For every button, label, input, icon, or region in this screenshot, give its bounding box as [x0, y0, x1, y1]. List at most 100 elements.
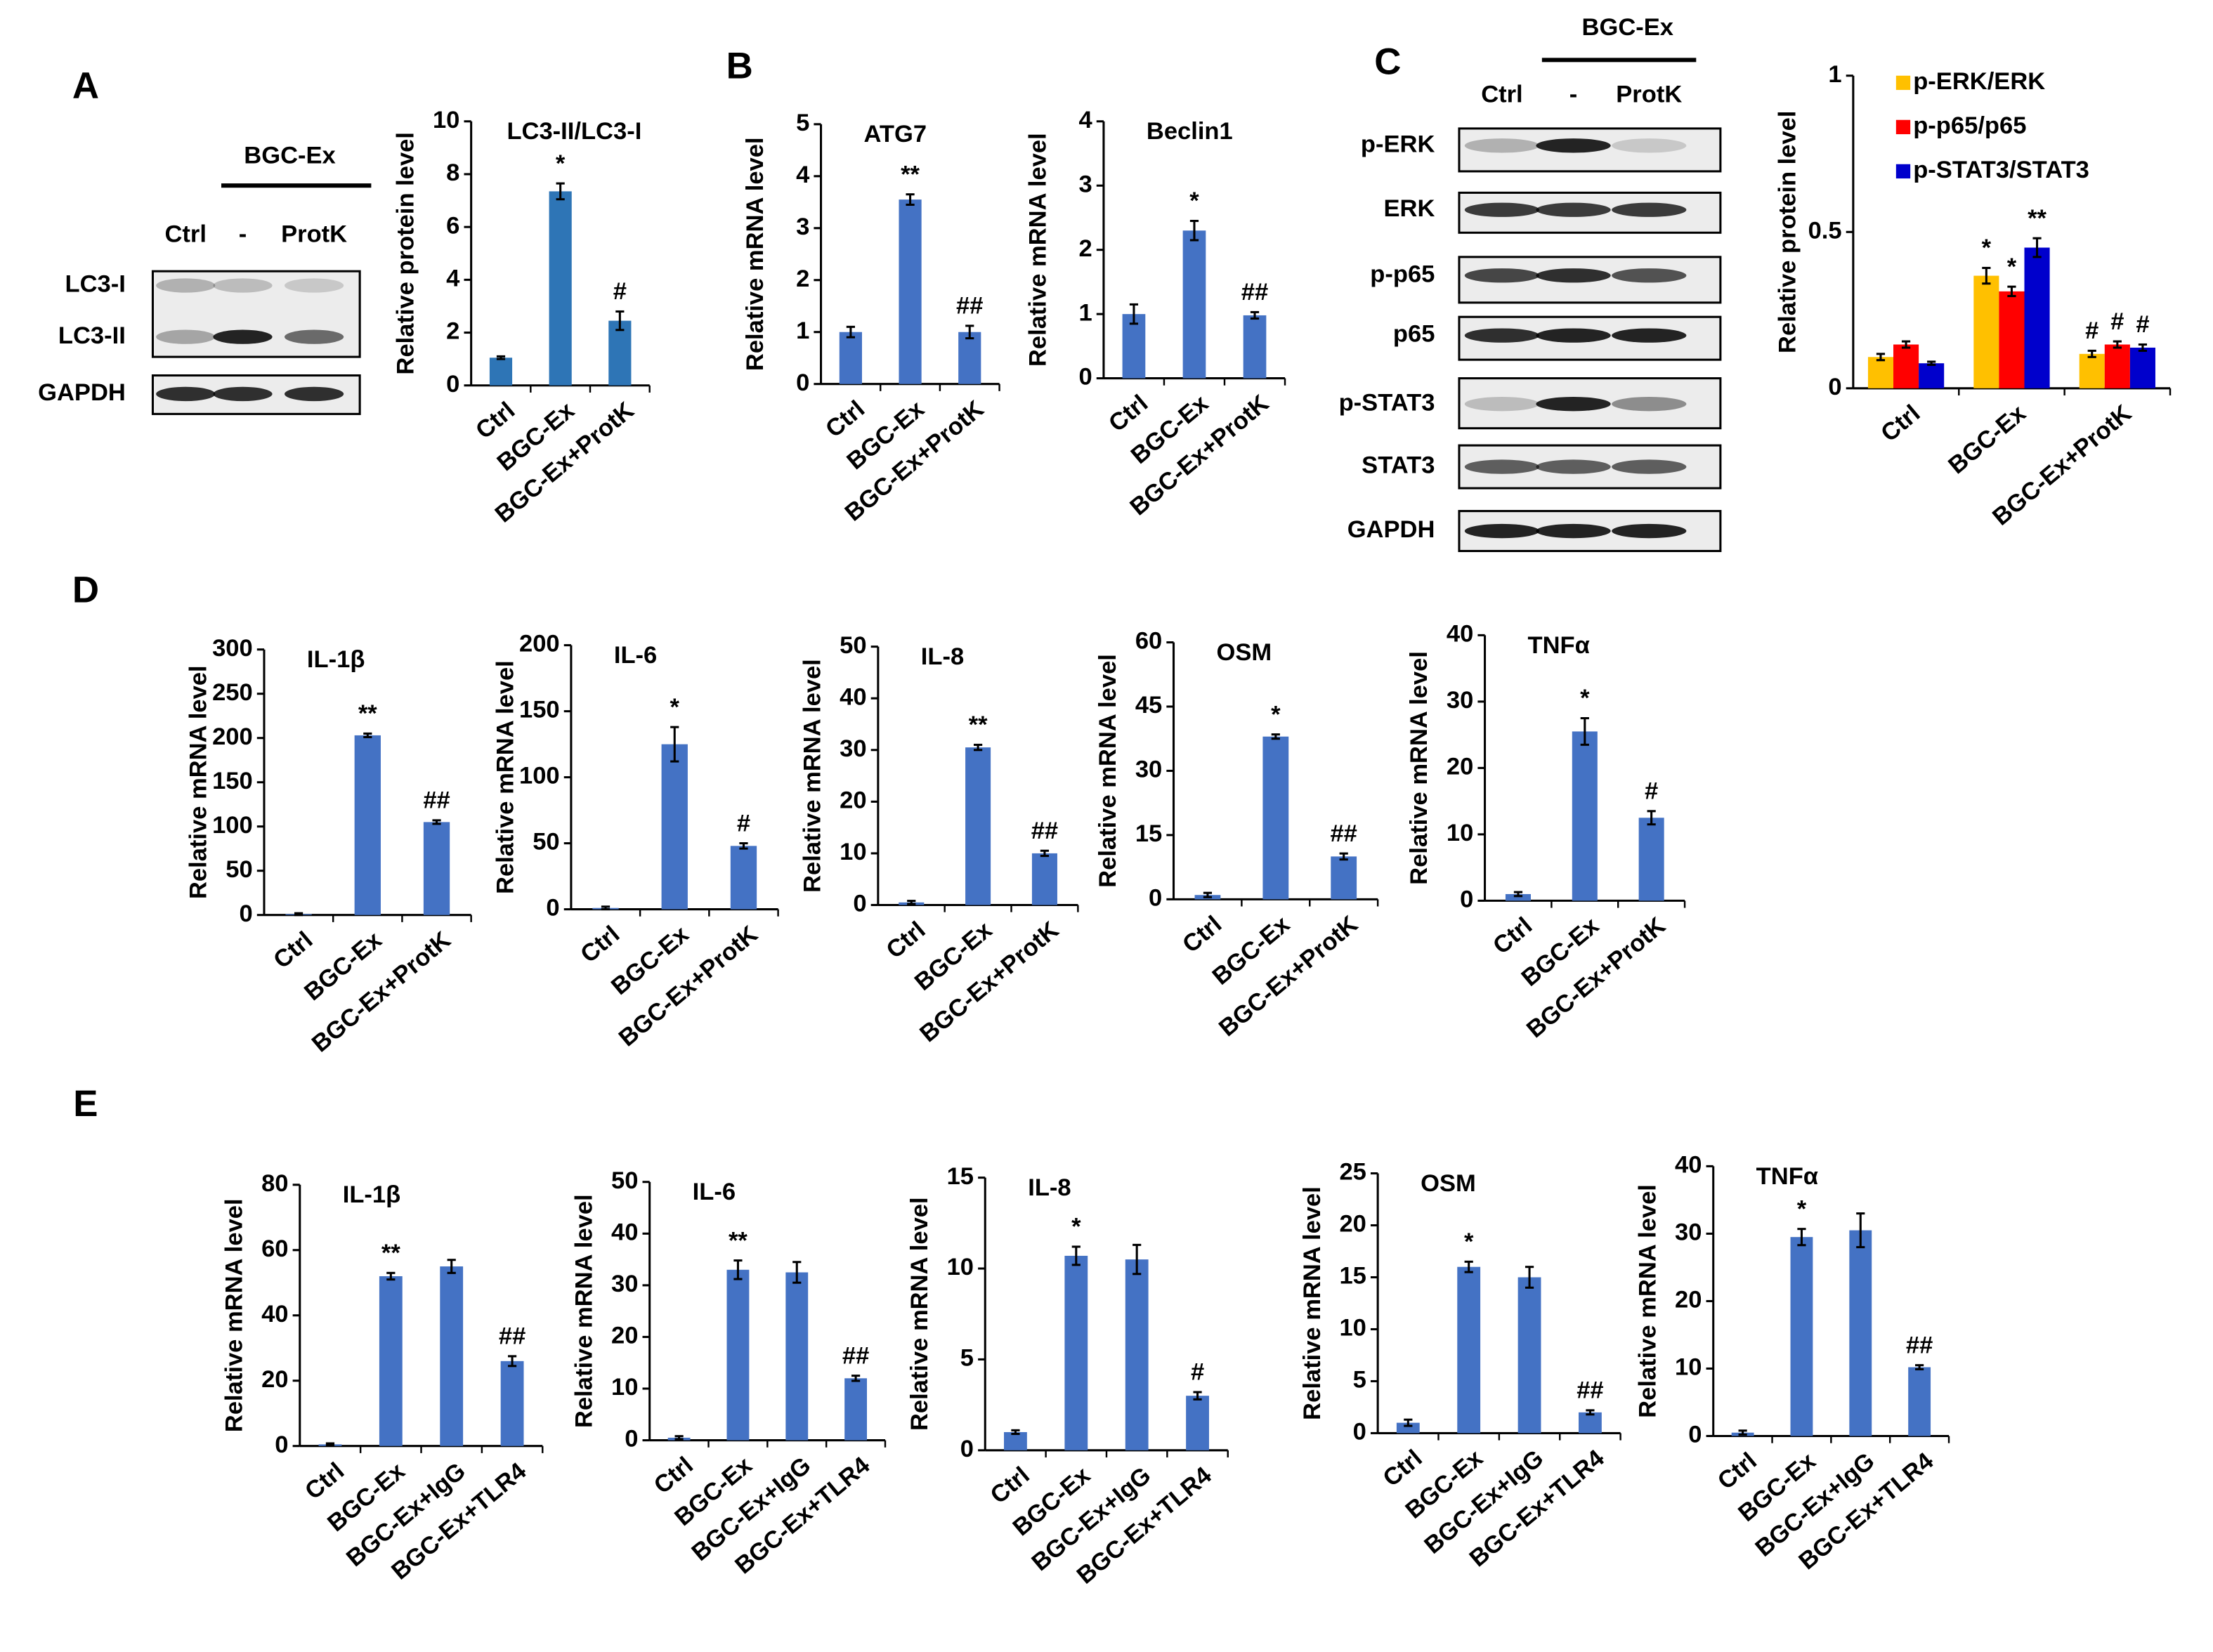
- x-tick-label: Ctrl: [986, 1462, 1035, 1509]
- blot-box: [1458, 444, 1722, 490]
- y-tick-label: 200: [519, 631, 560, 657]
- blot-band: [1464, 459, 1540, 474]
- lane-label: -: [1569, 81, 1578, 107]
- x-tick-label: Ctrl: [882, 917, 931, 964]
- x-tick-label: Ctrl: [300, 1457, 349, 1504]
- y-tick-label: 8: [446, 159, 459, 186]
- error-bar: [1271, 733, 1280, 740]
- error-bar: [1856, 1212, 1865, 1249]
- error-bar: [1797, 1228, 1806, 1247]
- blot-band: [1464, 328, 1540, 343]
- y-axis-label: Relative mRNA level: [742, 137, 769, 371]
- y-tick-label: 20: [611, 1323, 638, 1349]
- error-bar: [1203, 891, 1213, 898]
- significance-label: #: [1191, 1359, 1204, 1386]
- panel-label: C: [1374, 41, 1401, 82]
- bar: [958, 332, 981, 384]
- y-tick-label: 60: [261, 1235, 288, 1262]
- y-tick-label: 2: [796, 266, 809, 292]
- significance-label: *: [1580, 685, 1590, 712]
- error-bar: [601, 905, 611, 911]
- y-tick-label: 200: [212, 723, 253, 750]
- error-bar: [846, 325, 855, 339]
- blot-band: [1536, 459, 1611, 474]
- y-tick-label: 20: [1447, 754, 1473, 780]
- error-bar: [1250, 310, 1260, 320]
- bar: [1031, 853, 1057, 905]
- bar: [1893, 344, 1919, 388]
- chart-title: IL-8: [921, 643, 964, 670]
- blot-row-label: p-STAT3: [1339, 389, 1435, 416]
- bar: [379, 1276, 403, 1446]
- bar: [2104, 344, 2130, 388]
- y-tick-label: 10: [1339, 1315, 1366, 1342]
- blot-box: [151, 374, 361, 415]
- y-tick-label: 100: [519, 763, 560, 789]
- chart-title: IL-8: [1028, 1174, 1071, 1201]
- y-tick-label: 0.5: [1808, 217, 1842, 244]
- significance-label: *: [1797, 1195, 1807, 1222]
- x-tick-label: Ctrl: [268, 926, 318, 973]
- y-tick-label: 1: [1828, 61, 1841, 88]
- y-tick-label: 45: [1135, 692, 1162, 719]
- y-tick-label: 20: [261, 1366, 288, 1393]
- bar: [1186, 1396, 1209, 1450]
- error-bar: [1982, 266, 1991, 285]
- lane-label: Ctrl: [1481, 81, 1522, 107]
- y-tick-label: 20: [1675, 1287, 1702, 1313]
- y-axis-label: Relative mRNA level: [570, 1194, 597, 1428]
- y-tick-label: 0: [960, 1436, 974, 1462]
- significance-label: *: [1271, 701, 1281, 728]
- y-axis-label: Relative protein level: [1775, 111, 1801, 353]
- y-tick-label: 0: [1828, 374, 1841, 400]
- blot-band: [1536, 397, 1611, 412]
- x-tick-label: Ctrl: [575, 921, 625, 968]
- y-tick-label: 40: [261, 1301, 288, 1328]
- error-bar: [1586, 1409, 1595, 1416]
- error-bar: [615, 310, 625, 332]
- blot-band: [156, 278, 216, 293]
- y-tick-label: 0: [796, 369, 809, 396]
- blot-band: [285, 278, 344, 293]
- blot-box: [1458, 377, 1722, 430]
- error-bar: [2007, 285, 2016, 298]
- error-bar: [1193, 1391, 1202, 1401]
- x-tick-label: Ctrl: [1488, 912, 1537, 959]
- error-bar: [670, 726, 679, 763]
- error-bar: [2138, 343, 2148, 352]
- error-bar: [1876, 353, 1886, 362]
- bar: [2024, 247, 2050, 388]
- error-bar: [739, 842, 748, 850]
- y-tick-label: 0: [625, 1426, 638, 1453]
- y-tick-label: 30: [611, 1271, 638, 1297]
- error-bar: [1189, 220, 1199, 242]
- significance-label: #: [613, 278, 627, 305]
- panel-label: B: [726, 46, 753, 87]
- chart-title: IL-1β: [307, 646, 365, 673]
- blot-band: [1464, 523, 1540, 539]
- panel-label: D: [72, 569, 99, 610]
- bar: [1125, 1259, 1149, 1450]
- blot-band: [1536, 202, 1611, 217]
- blot-box: [1458, 510, 1722, 553]
- panel-label: A: [72, 65, 99, 107]
- bar: [1064, 1255, 1088, 1450]
- y-axis-label: Relative mRNA level: [1095, 654, 1121, 888]
- error-bar: [1339, 852, 1348, 861]
- lane-label: Ctrl: [164, 221, 206, 247]
- chart-title: OSM: [1216, 639, 1272, 666]
- significance-label: *: [670, 694, 680, 721]
- bar: [1517, 1277, 1541, 1434]
- bar: [1505, 893, 1531, 901]
- y-tick-label: 100: [212, 812, 253, 839]
- y-tick-label: 0: [239, 900, 252, 927]
- y-tick-label: 0: [446, 371, 459, 398]
- y-tick-label: 5: [1353, 1367, 1366, 1394]
- legend-label: p-STAT3/STAT3: [1913, 157, 2089, 183]
- y-tick-label: 10: [433, 107, 459, 133]
- y-tick-label: 10: [611, 1374, 638, 1401]
- blot-group-label: BGC-Ex: [1582, 14, 1673, 41]
- blot-row-label: ERK: [1383, 195, 1435, 222]
- y-tick-label: 10: [1447, 820, 1473, 846]
- error-bar: [325, 1442, 335, 1447]
